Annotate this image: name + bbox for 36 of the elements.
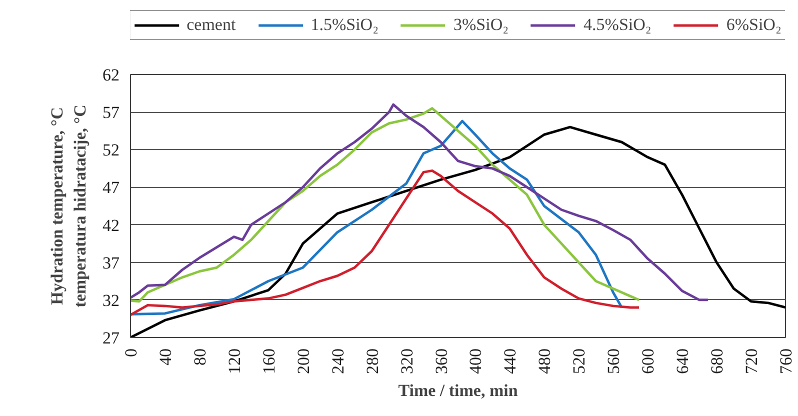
x-tick-label: 240 [328, 348, 348, 374]
x-tick-label: 720 [742, 348, 762, 374]
y-tick-label: 27 [102, 328, 120, 348]
x-tick-label: 560 [604, 348, 624, 374]
x-tick-label: 760 [776, 348, 796, 374]
x-axis-title: Time / time, min [398, 381, 518, 400]
legend-label: 1.5%SiO₂ [310, 15, 378, 35]
x-tick-label: 40 [156, 348, 175, 366]
x-tick-label: 520 [570, 348, 589, 374]
x-tick-label: 400 [466, 348, 486, 374]
y-tick-label: 32 [102, 290, 120, 310]
legend-label: cement [186, 15, 236, 35]
legend-label: 3%SiO₂ [454, 15, 509, 35]
x-tick-label: 640 [673, 348, 692, 374]
x-tick-label: 0 [122, 348, 140, 357]
y-tick-label: 47 [102, 178, 120, 198]
x-tick-label: 120 [224, 348, 244, 374]
x-tick-label: 360 [432, 348, 451, 374]
x-tick-label: 680 [708, 348, 727, 374]
x-tick-label: 280 [362, 348, 382, 374]
y-tick-label: 42 [102, 216, 120, 235]
x-tick-label: 320 [397, 348, 416, 374]
x-tick-label: 200 [294, 348, 313, 374]
x-tick-label: 440 [500, 348, 520, 374]
x-tick-label: 80 [190, 348, 210, 366]
x-tick-label: 160 [259, 348, 278, 374]
y-axis-title: Hydration temperature, °C temperatura hidratacije, °C [48, 104, 90, 308]
x-tick-label: 480 [535, 348, 554, 374]
y-tick-label: 37 [102, 253, 120, 272]
line-series [130, 169, 640, 316]
legend-label: 4.5%SiO₂ [584, 15, 652, 35]
y-tick-label: 62 [102, 66, 120, 84]
legend-label: 6%SiO₂ [726, 15, 782, 35]
y-tick-label: 52 [102, 140, 120, 160]
y-tick-label: 57 [102, 103, 120, 122]
x-tick-label: 600 [638, 348, 658, 374]
